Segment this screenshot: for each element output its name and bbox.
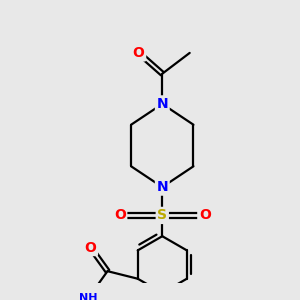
Text: O: O bbox=[133, 46, 145, 60]
Text: S: S bbox=[157, 208, 167, 222]
Text: O: O bbox=[85, 241, 96, 254]
Text: N: N bbox=[157, 180, 168, 194]
Text: N: N bbox=[157, 97, 168, 111]
Text: NH: NH bbox=[80, 292, 98, 300]
Text: O: O bbox=[199, 208, 211, 222]
Text: O: O bbox=[114, 208, 126, 222]
